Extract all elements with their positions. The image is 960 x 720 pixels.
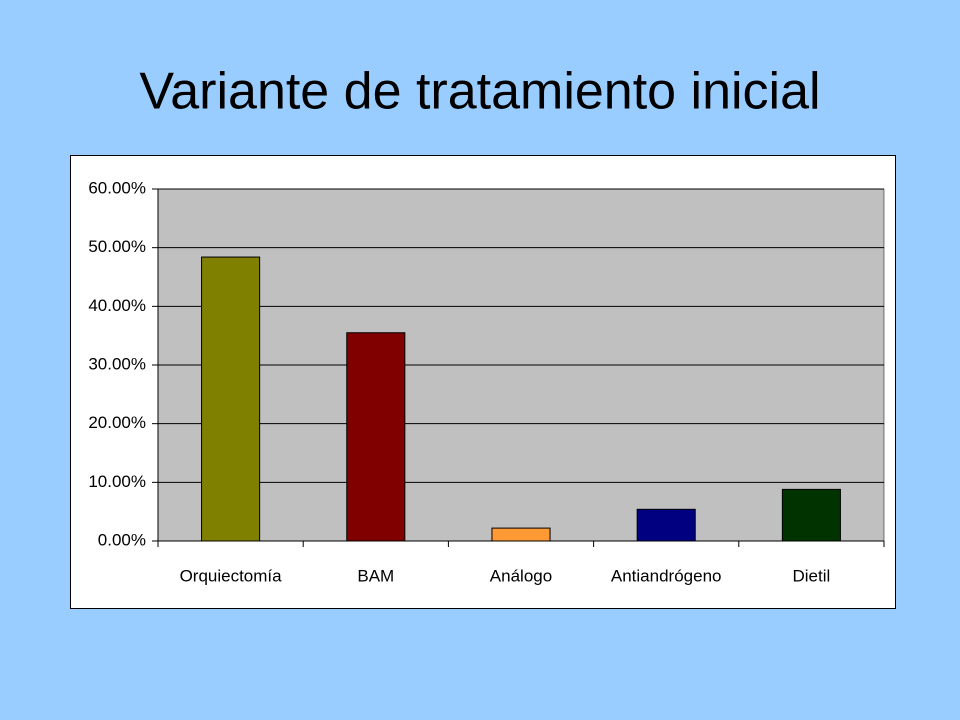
y-tick-label: 0.00% [98,530,146,549]
y-tick-label: 60.00% [88,178,146,197]
x-tick-label: BAM [357,566,394,585]
y-tick-label: 40.00% [88,296,146,315]
x-tick-label: Orquiectomía [180,566,283,585]
y-tick-label: 30.00% [88,354,146,373]
bar [201,256,261,542]
bar [346,332,406,542]
bar [491,527,551,542]
y-tick-label: 20.00% [88,413,146,432]
x-tick-label: Dietil [793,566,831,585]
x-tick-label: Análogo [490,566,552,585]
chart-title: Variante de tratamiento inicial [139,63,820,121]
bar [636,508,696,542]
y-tick-label: 50.00% [88,237,146,256]
x-tick-label: Antiandrógeno [611,566,722,585]
bar [781,488,841,542]
y-tick-label: 10.00% [88,472,146,491]
